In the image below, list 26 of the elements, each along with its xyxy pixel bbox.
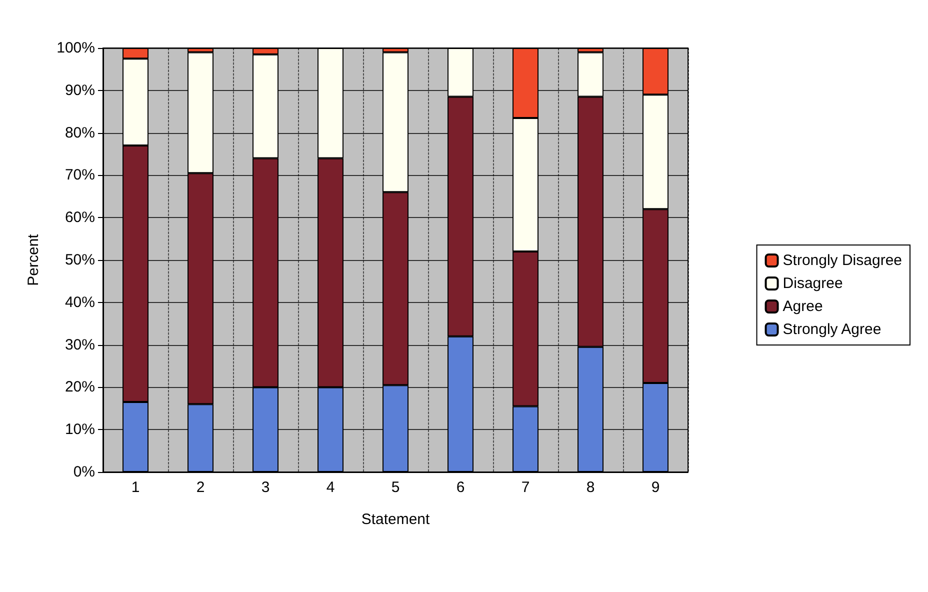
y-tick-label: 80%	[64, 124, 95, 142]
x-tick-label: 6	[456, 479, 465, 496]
x-tick-label: 5	[391, 479, 400, 496]
y-tick-label: 20%	[64, 378, 95, 396]
x-axis-title: Statement	[361, 511, 431, 528]
legend-label: Strongly Disagree	[782, 252, 902, 269]
legend-label: Disagree	[782, 275, 843, 292]
x-tick-label: 3	[261, 479, 270, 496]
x-tick-label: 1	[131, 479, 140, 496]
x-tick-label: 9	[651, 479, 660, 496]
y-axis-title: Percent	[25, 233, 42, 286]
y-tick-label: 70%	[64, 166, 95, 184]
x-tick-label: 7	[521, 479, 530, 496]
legend-label: Strongly Agree	[782, 321, 882, 338]
x-tick-label: 4	[326, 479, 335, 496]
y-tick-label: 100%	[56, 40, 95, 56]
y-tick-label: 30%	[64, 336, 95, 354]
x-tick-label: 8	[586, 479, 595, 496]
y-tick-label: 60%	[64, 209, 95, 226]
y-tick-label: 50%	[64, 252, 95, 268]
y-tick-label: 90%	[64, 82, 95, 99]
y-tick-label: 10%	[64, 421, 95, 438]
legend-label: Agree	[782, 298, 823, 315]
x-tick-label: 2	[196, 479, 205, 496]
y-tick-label: 40%	[64, 294, 95, 311]
y-tick-label: 0%	[73, 464, 95, 480]
